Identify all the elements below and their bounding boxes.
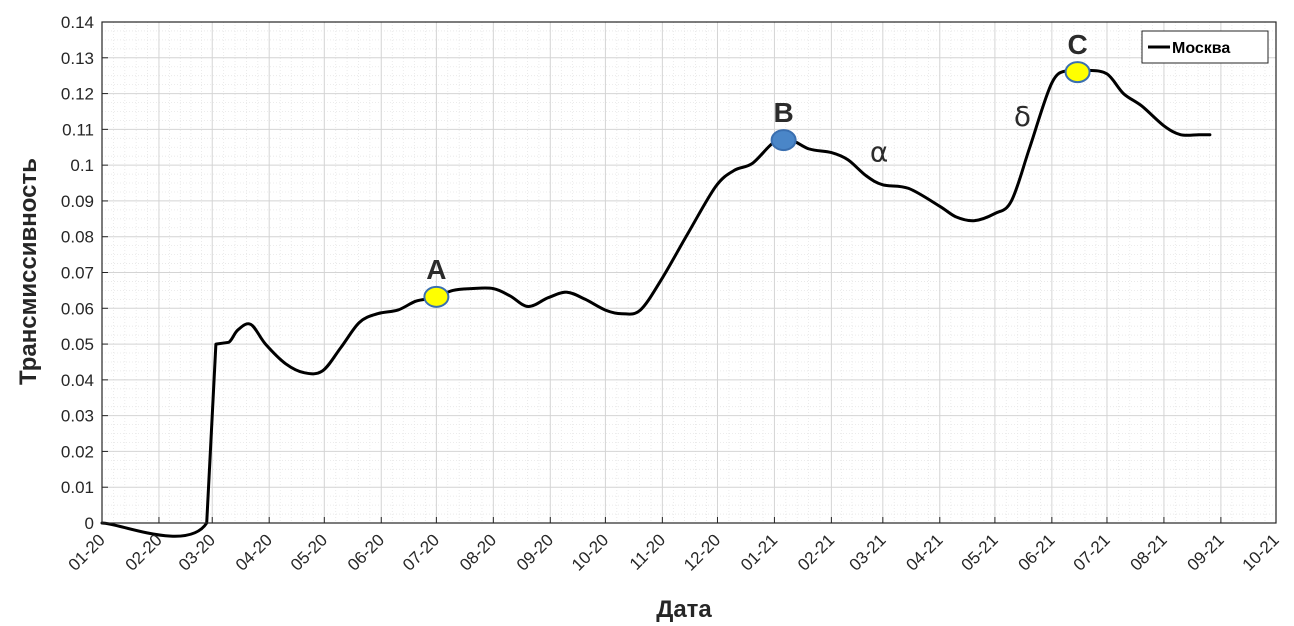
y-tick-label: 0.1 bbox=[70, 156, 94, 175]
annotation-layer: αδ bbox=[870, 100, 1031, 169]
marker-label-b: B bbox=[774, 97, 794, 128]
y-tick-label: 0.14 bbox=[61, 13, 94, 32]
x-tick-label: 03-21 bbox=[845, 530, 889, 574]
marker-label-a: A bbox=[426, 254, 446, 285]
series-line-moskva bbox=[100, 67, 1212, 538]
marker-a bbox=[423, 285, 450, 308]
y-tick-label: 0.05 bbox=[61, 335, 94, 354]
y-tick-label: 0.01 bbox=[61, 478, 94, 497]
y-tick-label: 0.09 bbox=[61, 192, 94, 211]
x-tick-label: 09-20 bbox=[513, 530, 557, 574]
legend-entry-moskva: Москва bbox=[1172, 40, 1230, 57]
y-tick-label: 0.08 bbox=[61, 228, 94, 247]
legend: Москва bbox=[1141, 30, 1269, 64]
y-axis-label: Трансмиссивность bbox=[15, 158, 42, 385]
x-tick-label: 04-20 bbox=[232, 530, 276, 574]
marker-c bbox=[1064, 61, 1091, 84]
x-axis: 01-20 02-20 03-20 04-20 05-20 06-20 07-20 08-20… bbox=[65, 517, 1283, 575]
y-axis: 0 0.01 0.02 0.03 0.04 0.05 0.06 0.07 0.08 0.09 0.1… bbox=[61, 13, 108, 533]
marker-layer: A B C bbox=[423, 29, 1091, 308]
x-tick-label: 02-21 bbox=[794, 530, 838, 574]
x-tick-label: 06-20 bbox=[344, 530, 388, 574]
annotation-delta: δ bbox=[1014, 100, 1031, 133]
y-tick-label: 0.13 bbox=[61, 49, 94, 68]
y-tick-label: 0.07 bbox=[61, 264, 94, 283]
grid bbox=[101, 21, 1277, 524]
x-tick-label: 06-21 bbox=[1015, 530, 1059, 574]
y-tick-label: 0.02 bbox=[61, 442, 94, 461]
x-tick-label: 12-20 bbox=[680, 530, 724, 574]
y-tick-label: 0.06 bbox=[61, 299, 94, 318]
y-tick-label: 0.12 bbox=[61, 85, 94, 104]
annotation-alpha: α bbox=[870, 136, 888, 169]
x-tick-label: 07-21 bbox=[1070, 530, 1114, 574]
x-tick-label: 05-20 bbox=[287, 530, 331, 574]
x-axis-label: Дата bbox=[656, 596, 712, 623]
x-tick-label: 01-20 bbox=[65, 530, 109, 574]
marker-label-c: C bbox=[1067, 29, 1087, 60]
x-tick-label: 09-21 bbox=[1184, 530, 1228, 574]
x-tick-label: 02-20 bbox=[122, 530, 166, 574]
x-tick-label: 10-20 bbox=[568, 530, 612, 574]
y-tick-label: 0.03 bbox=[61, 407, 94, 426]
series-layer bbox=[100, 67, 1212, 538]
x-tick-label: 08-20 bbox=[456, 530, 500, 574]
x-tick-label: 04-21 bbox=[902, 530, 946, 574]
y-tick-label: 0 bbox=[85, 514, 94, 533]
x-tick-label: 07-20 bbox=[399, 530, 443, 574]
x-tick-label: 01-21 bbox=[737, 530, 781, 574]
y-tick-label: 0.11 bbox=[62, 120, 94, 139]
x-tick-label: 10-21 bbox=[1239, 530, 1283, 574]
x-tick-label: 08-21 bbox=[1127, 530, 1171, 574]
x-tick-label: 11-20 bbox=[626, 530, 669, 573]
marker-b bbox=[770, 129, 797, 152]
x-tick-label: 05-21 bbox=[958, 530, 1002, 574]
y-tick-label: 0.04 bbox=[61, 371, 94, 390]
